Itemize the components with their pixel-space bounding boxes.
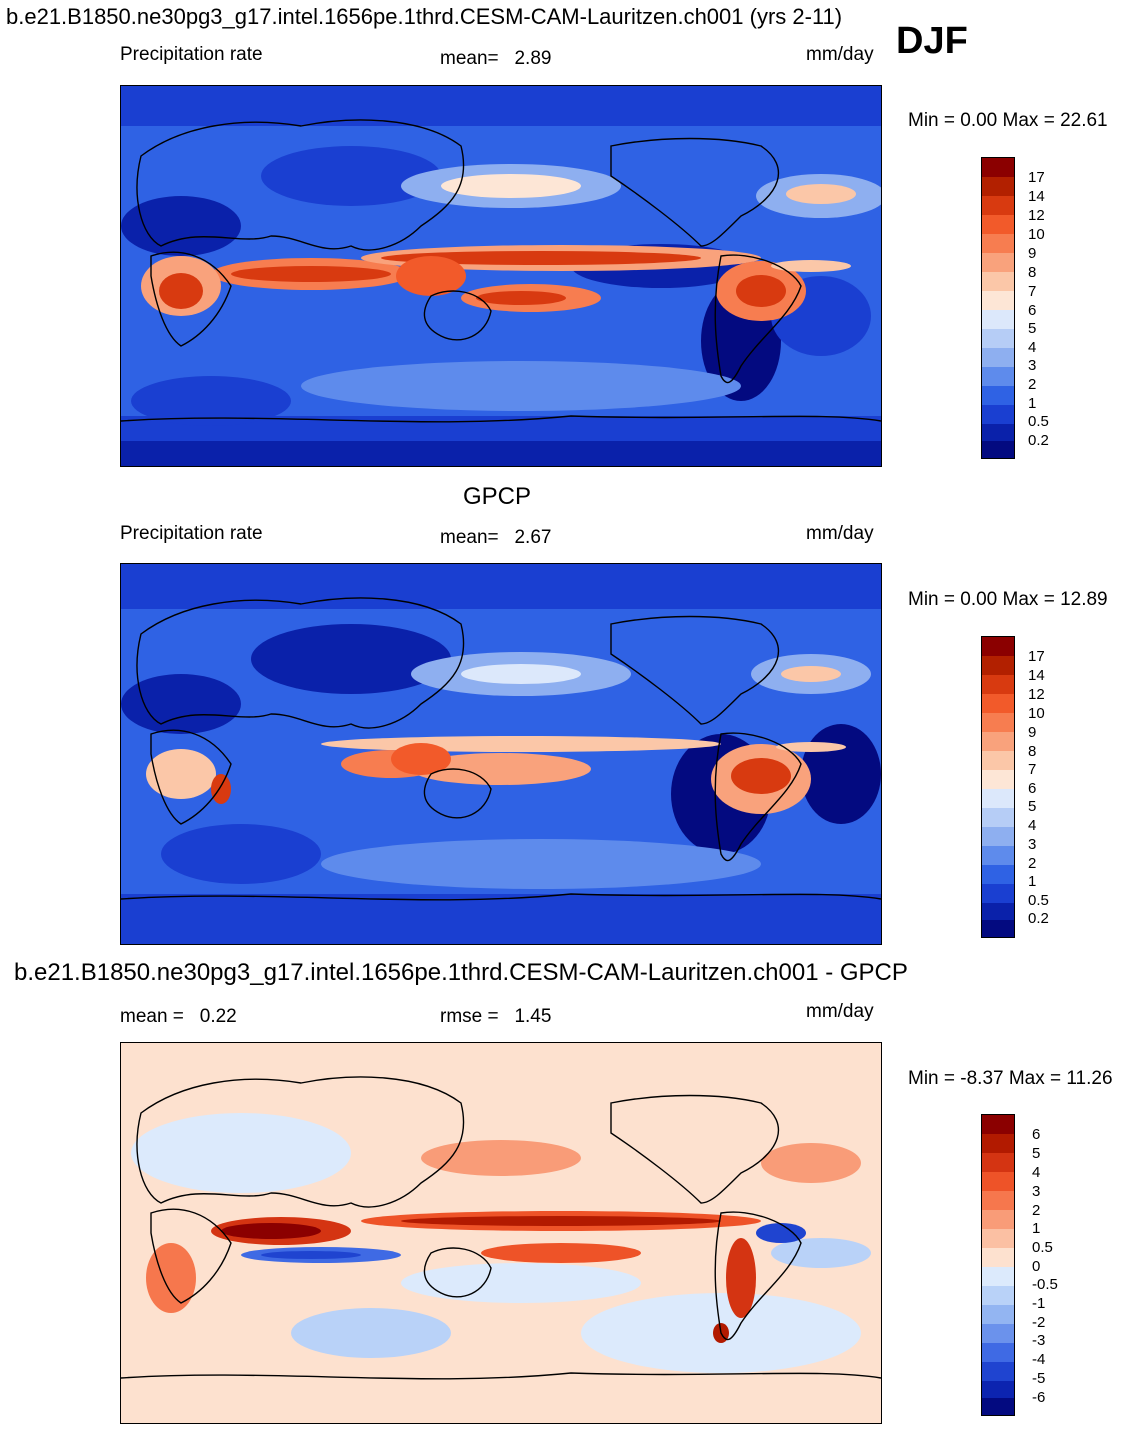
panel2-heading: GPCP bbox=[463, 483, 532, 510]
panel2-colorbar-tick: 5 bbox=[1028, 798, 1037, 815]
panel2-colorbar-tick: 9 bbox=[1028, 724, 1037, 741]
panel3-map bbox=[120, 1042, 882, 1424]
panel2-colorbar-tick: 8 bbox=[1028, 743, 1037, 760]
panel1-colorbar-tick: 8 bbox=[1028, 264, 1037, 281]
panel1-map-svg bbox=[121, 86, 881, 466]
panel2-mean-value: 2.67 bbox=[514, 527, 552, 548]
panel3-colorbar-tick: 1 bbox=[1032, 1220, 1041, 1237]
panel3-mean-value: 0.22 bbox=[199, 1006, 237, 1027]
panel1-colorbar-tick: 5 bbox=[1028, 320, 1037, 337]
panel1-variable-label: Precipitation rate bbox=[120, 44, 263, 65]
figure-title: b.e21.B1850.ne30pg3_g17.intel.1656pe.1th… bbox=[6, 4, 843, 29]
panel3-colorbar-tick: 2 bbox=[1032, 1202, 1041, 1219]
panel1-colorbar bbox=[981, 157, 1015, 459]
panel2-colorbar-tick: 17 bbox=[1028, 648, 1045, 665]
panel2-colorbar-tick: 1 bbox=[1028, 873, 1037, 890]
panel1-colorbar-tick: 17 bbox=[1028, 169, 1045, 186]
panel3-colorbar-tick: 6 bbox=[1032, 1126, 1041, 1143]
panel1-minmax: Min = 0.00 Max = 22.61 bbox=[908, 110, 1108, 131]
panel3-colorbar-tick: -1 bbox=[1032, 1295, 1046, 1312]
panel3-colorbar-tick: 5 bbox=[1032, 1145, 1041, 1162]
panel1-colorbar-tick: 2 bbox=[1028, 376, 1037, 393]
panel3-heading: b.e21.B1850.ne30pg3_g17.intel.1656pe.1th… bbox=[14, 959, 908, 986]
panel1-mean-label: mean= 2.89 bbox=[440, 48, 552, 69]
panel3-colorbar-tick: -3 bbox=[1032, 1332, 1046, 1349]
panel3-colorbar-tick: 3 bbox=[1032, 1183, 1041, 1200]
panel1-colorbar-tick: 6 bbox=[1028, 302, 1037, 319]
panel3-map-svg bbox=[121, 1043, 881, 1423]
panel1-colorbar-tick: 4 bbox=[1028, 339, 1037, 356]
panel2-colorbar-tick: 6 bbox=[1028, 780, 1037, 797]
panel2-mean-label: mean= 2.67 bbox=[440, 527, 552, 548]
panel2-colorbar-tick: 3 bbox=[1028, 836, 1037, 853]
panel3-colorbar bbox=[981, 1114, 1015, 1416]
panel3-rmse-label: rmse = 1.45 bbox=[440, 1006, 552, 1027]
panel2-colorbar-tick: 10 bbox=[1028, 705, 1045, 722]
panel2-colorbar bbox=[981, 636, 1015, 938]
panel3-colorbar-tick: -0.5 bbox=[1032, 1276, 1058, 1293]
panel1-mean-value: 2.89 bbox=[514, 48, 552, 69]
panel1-colorbar-tick: 14 bbox=[1028, 188, 1045, 205]
panel1-colorbar-tick: 7 bbox=[1028, 283, 1037, 300]
panel1-colorbar-tick: 12 bbox=[1028, 207, 1045, 224]
panel3-minmax: Min = -8.37 Max = 11.26 bbox=[908, 1068, 1113, 1089]
panel2-map-svg bbox=[121, 564, 881, 944]
panel1-colorbar-tick: 3 bbox=[1028, 357, 1037, 374]
panel1-units-label: mm/day bbox=[806, 44, 874, 65]
panel2-colorbar-tick: 2 bbox=[1028, 855, 1037, 872]
panel3-colorbar-tick: -6 bbox=[1032, 1389, 1046, 1406]
panel2-colorbar-tick: 14 bbox=[1028, 667, 1045, 684]
panel3-rmse-value: 1.45 bbox=[514, 1006, 552, 1027]
panel2-units-label: mm/day bbox=[806, 523, 874, 544]
panel2-map bbox=[120, 563, 882, 945]
panel3-mean-label: mean = 0.22 bbox=[120, 1006, 237, 1027]
panel1-colorbar-tick: 1 bbox=[1028, 395, 1037, 412]
panel2-colorbar-tick: 7 bbox=[1028, 761, 1037, 778]
panel1-colorbar-tick: 0.5 bbox=[1028, 413, 1049, 430]
panel1-map bbox=[120, 85, 882, 467]
panel1-colorbar-tick: 0.2 bbox=[1028, 432, 1049, 449]
panel2-colorbar-tick: 0.5 bbox=[1028, 892, 1049, 909]
panel2-colorbar-tick: 4 bbox=[1028, 817, 1037, 834]
panel2-colorbar-tick: 12 bbox=[1028, 686, 1045, 703]
panel2-variable-label: Precipitation rate bbox=[120, 523, 263, 544]
panel3-colorbar-tick: 0.5 bbox=[1032, 1239, 1053, 1256]
panel3-colorbar-tick: 4 bbox=[1032, 1164, 1041, 1181]
panel3-colorbar-tick: -2 bbox=[1032, 1314, 1046, 1331]
panel2-colorbar-tick: 0.2 bbox=[1028, 910, 1049, 927]
panel3-units-label: mm/day bbox=[806, 1001, 874, 1022]
panel3-colorbar-tick: -4 bbox=[1032, 1351, 1046, 1368]
panel3-colorbar-tick: -5 bbox=[1032, 1370, 1046, 1387]
panel1-colorbar-tick: 10 bbox=[1028, 226, 1045, 243]
panel3-colorbar-tick: 0 bbox=[1032, 1258, 1041, 1275]
panel2-minmax: Min = 0.00 Max = 12.89 bbox=[908, 589, 1108, 610]
panel1-colorbar-tick: 9 bbox=[1028, 245, 1037, 262]
season-label: DJF bbox=[896, 20, 968, 62]
